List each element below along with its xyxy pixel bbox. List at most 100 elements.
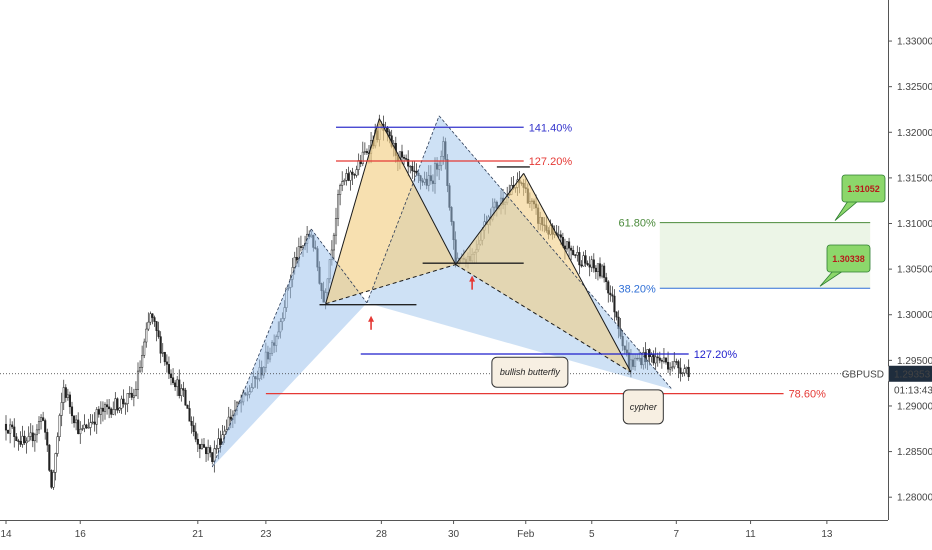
candle bbox=[609, 285, 612, 302]
current-price-value: 1.29353 bbox=[894, 369, 931, 380]
price-tick-label: 1.28000 bbox=[897, 493, 932, 504]
candle bbox=[590, 255, 593, 272]
candle-body bbox=[301, 245, 305, 248]
candle-body bbox=[147, 321, 150, 330]
candle bbox=[23, 430, 26, 446]
candle-body bbox=[75, 419, 78, 424]
candle-body bbox=[21, 435, 24, 445]
candle-body bbox=[31, 432, 34, 442]
price-callout[interactable]: 1.30338 bbox=[819, 244, 871, 287]
candle-body bbox=[413, 170, 416, 172]
candle bbox=[415, 163, 418, 175]
candle-body bbox=[73, 415, 76, 424]
candle-body bbox=[19, 441, 22, 445]
candle-body bbox=[557, 234, 560, 236]
candle-body bbox=[361, 151, 364, 165]
candle bbox=[7, 429, 10, 434]
price-callout[interactable]: 1.31052 bbox=[834, 174, 886, 221]
candle-body bbox=[576, 252, 579, 256]
candle-body bbox=[584, 255, 587, 264]
countdown-value: 01:13:43 bbox=[894, 385, 932, 396]
candle bbox=[413, 160, 416, 182]
candle-body bbox=[130, 392, 133, 398]
candle-body bbox=[200, 444, 203, 450]
candle-body bbox=[353, 174, 356, 176]
candle bbox=[101, 401, 104, 422]
candle bbox=[145, 322, 148, 348]
candle bbox=[83, 414, 86, 433]
candle-body bbox=[650, 354, 653, 358]
candle-body bbox=[196, 438, 199, 445]
candle bbox=[654, 347, 657, 371]
candle-body bbox=[357, 160, 360, 170]
candle-body bbox=[565, 241, 569, 250]
candle bbox=[200, 438, 203, 450]
symbol-tag-bg bbox=[849, 366, 889, 382]
candle-body bbox=[202, 444, 206, 448]
candle-body bbox=[180, 388, 183, 396]
bullish-butterfly-label: bullish butterfly bbox=[491, 356, 569, 388]
annotation-box bbox=[622, 389, 664, 425]
candle bbox=[178, 369, 181, 399]
candle bbox=[198, 443, 201, 459]
price-axis[interactable]: 1.33000 1.32500 1.32000 1.31500 1.31000 1.305… bbox=[842, 0, 932, 550]
candle-body bbox=[299, 246, 302, 248]
price-tick-label: 1.33000 bbox=[897, 37, 932, 48]
candle-body bbox=[106, 404, 109, 408]
candle-body bbox=[33, 434, 36, 442]
candle bbox=[341, 171, 344, 192]
candle bbox=[17, 438, 20, 451]
time-tick-label: 11 bbox=[745, 529, 756, 540]
candle bbox=[662, 348, 665, 364]
candle bbox=[403, 154, 406, 165]
candle-body bbox=[648, 349, 651, 358]
candle-body bbox=[157, 330, 160, 337]
candle bbox=[114, 392, 117, 416]
candle-body bbox=[103, 404, 107, 412]
cypher-leg-fill bbox=[212, 228, 367, 468]
candle-body bbox=[178, 379, 181, 396]
candle-body bbox=[37, 421, 41, 431]
candle-body bbox=[27, 436, 30, 442]
level-label: 127.20% bbox=[694, 349, 738, 361]
price-tick-label: 1.29500 bbox=[897, 356, 932, 367]
candle-body bbox=[56, 436, 59, 454]
candle-body bbox=[81, 428, 84, 430]
butterfly-leg-fill bbox=[455, 173, 631, 373]
time-tick-label: Feb bbox=[517, 529, 535, 540]
candle-body bbox=[118, 407, 121, 411]
candle-body bbox=[184, 389, 187, 406]
candle bbox=[605, 272, 608, 291]
candle-body bbox=[165, 361, 168, 365]
candle-body bbox=[400, 151, 404, 158]
candle-body bbox=[136, 370, 140, 390]
candle-body bbox=[4, 423, 8, 431]
candle bbox=[345, 168, 348, 186]
price-tick-label: 1.31000 bbox=[897, 219, 932, 230]
candle-body bbox=[134, 389, 137, 397]
candle-body bbox=[343, 180, 346, 182]
candle-body bbox=[159, 336, 162, 354]
candle bbox=[215, 444, 218, 454]
candle bbox=[598, 257, 602, 279]
candle bbox=[11, 421, 14, 430]
time-axis[interactable]: 14 16 21 23 28 30 Feb 5 7 11 13 bbox=[0, 520, 888, 540]
candle-body bbox=[601, 265, 604, 277]
candle-body bbox=[194, 431, 197, 440]
candle-body bbox=[574, 254, 577, 256]
candle-body bbox=[677, 361, 680, 369]
candle-body bbox=[293, 256, 296, 268]
candle-body bbox=[603, 265, 606, 278]
candle-body bbox=[153, 317, 156, 322]
candle bbox=[174, 380, 177, 391]
candle-body bbox=[68, 394, 71, 408]
candle-body bbox=[568, 241, 571, 249]
candle-body bbox=[95, 409, 98, 425]
candle-body bbox=[167, 364, 170, 375]
candle bbox=[180, 384, 183, 402]
candle-body bbox=[186, 404, 189, 409]
candle bbox=[572, 245, 575, 256]
candle bbox=[147, 312, 150, 332]
candle-body bbox=[588, 264, 591, 268]
